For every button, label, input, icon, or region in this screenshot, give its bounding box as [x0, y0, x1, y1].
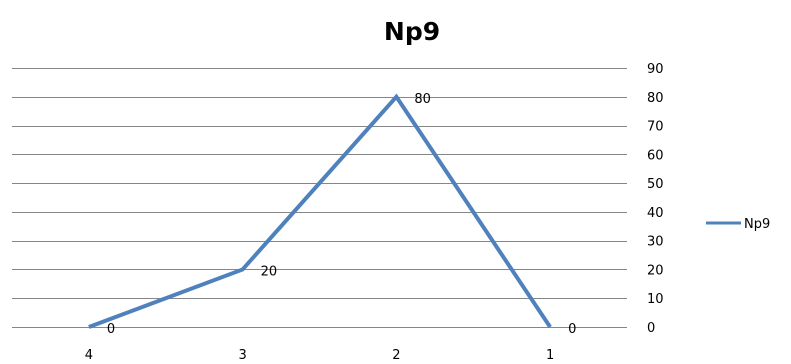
legend: Np9 — [706, 217, 770, 232]
x-tick-label: 4 — [85, 348, 93, 363]
data-label: 0 — [107, 322, 115, 337]
y-tick-label: 60 — [647, 148, 664, 163]
x-tick-label: 3 — [238, 348, 246, 363]
chart-title: Np9 — [384, 17, 440, 46]
y-tick-label: 50 — [647, 177, 664, 192]
data-label: 20 — [261, 264, 278, 279]
x-tick-label: 2 — [392, 348, 400, 363]
y-tick-label: 90 — [647, 62, 664, 77]
y-axis-ticks: 0 10 20 30 40 50 60 70 80 90 — [647, 62, 664, 336]
legend-label-np9: Np9 — [744, 217, 770, 232]
series-layer — [88, 93, 552, 329]
y-tick-label: 0 — [647, 321, 655, 336]
x-tick-label: 1 — [546, 348, 554, 363]
data-label: 0 — [568, 322, 576, 337]
y-tick-label: 80 — [647, 91, 664, 106]
y-tick-label: 30 — [647, 235, 664, 250]
y-tick-label: 40 — [647, 206, 664, 221]
x-axis-ticks: 4 3 2 1 — [85, 348, 555, 363]
data-label: 80 — [414, 92, 431, 107]
data-labels: 0 20 80 0 — [107, 92, 577, 337]
series-line-np9 — [88, 93, 552, 329]
y-tick-label: 10 — [647, 292, 664, 307]
gridlines — [12, 68, 627, 328]
y-tick-label: 20 — [647, 263, 664, 278]
y-tick-label: 70 — [647, 120, 664, 135]
